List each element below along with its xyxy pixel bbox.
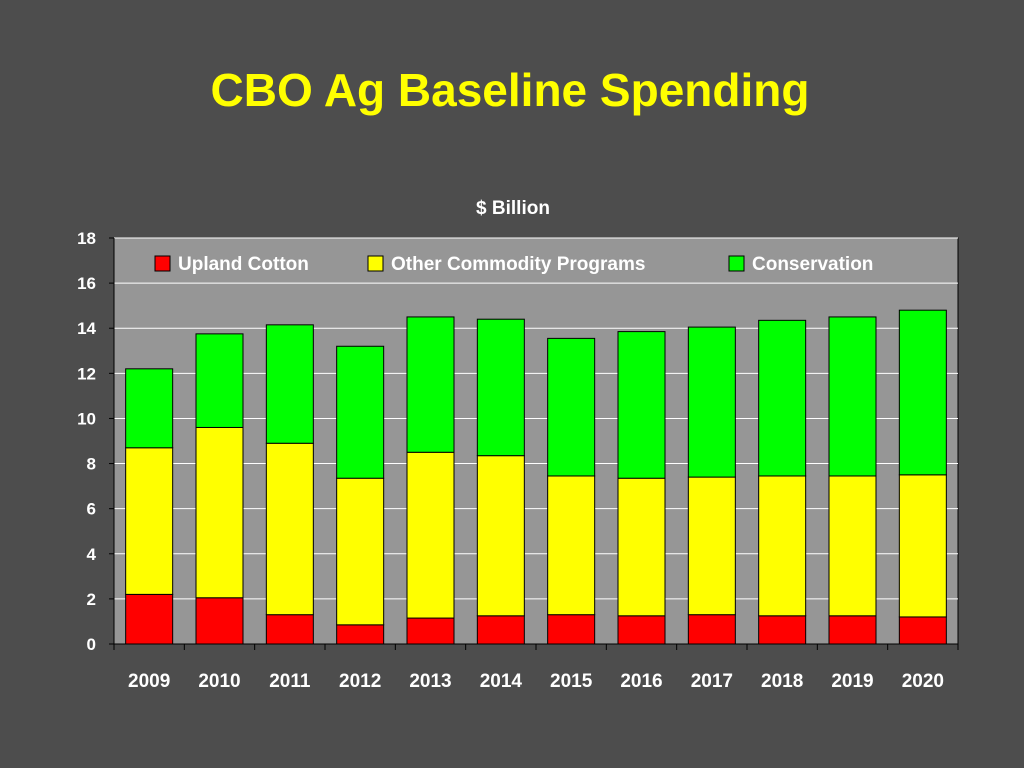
legend-label: Upland Cotton <box>178 254 309 275</box>
legend-label: Conservation <box>752 254 873 275</box>
bar-segment-conservation <box>687 326 736 478</box>
legend-item: Upland Cotton <box>154 254 309 275</box>
legend-item: Conservation <box>728 254 873 275</box>
bar-segment-other-commodity-programs <box>758 475 807 617</box>
x-tick-label: 2017 <box>691 671 733 692</box>
bar-segment-upland-cotton <box>687 614 736 645</box>
y-axis-tick-labels: 0 2 4 6 8 10 12 14 16 18 <box>77 229 96 654</box>
bars <box>125 309 947 645</box>
bar-segment-other-commodity-programs <box>828 475 877 617</box>
legend-item: Other Commodity Programs <box>367 254 645 275</box>
bar-segment-other-commodity-programs <box>617 477 666 617</box>
bar-segment-upland-cotton <box>336 624 385 645</box>
bar-segment-other-commodity-programs <box>687 476 736 616</box>
bar-segment-upland-cotton <box>758 615 807 645</box>
y-tick-label: 18 <box>77 229 96 248</box>
legend-swatch <box>367 255 384 272</box>
bar-segment-upland-cotton <box>476 615 525 645</box>
x-tick-label: 2011 <box>269 671 311 692</box>
bar-segment-conservation <box>828 316 877 477</box>
x-tick-label: 2009 <box>128 671 170 692</box>
y-tick-label: 4 <box>87 545 97 564</box>
legend: Upland Cotton Other Commodity Programs Con… <box>154 254 873 275</box>
bar-segment-other-commodity-programs <box>336 477 385 626</box>
bar-segment-other-commodity-programs <box>406 451 455 619</box>
bar-segment-other-commodity-programs <box>547 475 596 616</box>
x-tick-label: 2013 <box>409 671 451 692</box>
bar-segment-upland-cotton <box>828 615 877 645</box>
x-tick-label: 2015 <box>550 671 593 692</box>
y-tick-label: 16 <box>77 274 96 293</box>
x-tick-label: 2010 <box>198 671 240 692</box>
bar-segment-upland-cotton <box>617 615 666 645</box>
bar-segment-conservation <box>547 337 596 477</box>
legend-label: Other Commodity Programs <box>391 254 645 275</box>
chart-title: $ Billion <box>476 198 550 219</box>
bar-segment-upland-cotton <box>547 614 596 645</box>
gridlines <box>114 237 958 600</box>
legend-swatch <box>154 255 171 272</box>
y-tick-label: 14 <box>77 319 96 338</box>
x-tick-label: 2018 <box>761 671 803 692</box>
plot-area <box>113 237 959 645</box>
bar-segment-upland-cotton <box>265 614 314 645</box>
bar-segment-upland-cotton <box>125 593 174 645</box>
bar-segment-conservation <box>758 319 807 477</box>
legend-swatch <box>728 255 745 272</box>
bar-segment-upland-cotton <box>195 597 244 645</box>
axes <box>109 237 959 650</box>
bar-segment-conservation <box>125 368 174 449</box>
slide-title: CBO Ag Baseline Spending <box>210 64 810 116</box>
bar-segment-other-commodity-programs <box>265 442 314 616</box>
bar-segment-conservation <box>195 333 244 428</box>
bar-segment-upland-cotton <box>406 617 455 645</box>
x-tick-label: 2012 <box>339 671 381 692</box>
bar-segment-conservation <box>898 309 947 476</box>
bar-segment-conservation <box>336 345 385 479</box>
bar-segment-conservation <box>265 324 314 444</box>
bar-segment-other-commodity-programs <box>476 455 525 617</box>
bar-segment-other-commodity-programs <box>125 447 174 595</box>
y-tick-label: 10 <box>77 409 96 428</box>
x-tick-label: 2019 <box>831 671 873 692</box>
y-tick-label: 2 <box>87 590 96 609</box>
y-tick-label: 8 <box>87 455 96 474</box>
y-tick-label: 12 <box>77 364 96 383</box>
x-tick-label: 2020 <box>902 671 944 692</box>
y-tick-label: 6 <box>87 500 96 519</box>
bar-segment-other-commodity-programs <box>195 426 244 599</box>
bar-segment-upland-cotton <box>898 616 947 645</box>
bar-segment-conservation <box>406 316 455 453</box>
bar-segment-conservation <box>476 318 525 457</box>
x-axis-tick-labels: 2009 2010 2011 2012 2013 2014 2015 2016 2017 2018… <box>128 671 944 692</box>
bar-segment-other-commodity-programs <box>898 474 947 618</box>
bar-segment-conservation <box>617 331 666 479</box>
x-tick-label: 2014 <box>480 671 523 692</box>
x-tick-label: 2016 <box>620 671 662 692</box>
y-tick-label: 0 <box>87 635 96 654</box>
